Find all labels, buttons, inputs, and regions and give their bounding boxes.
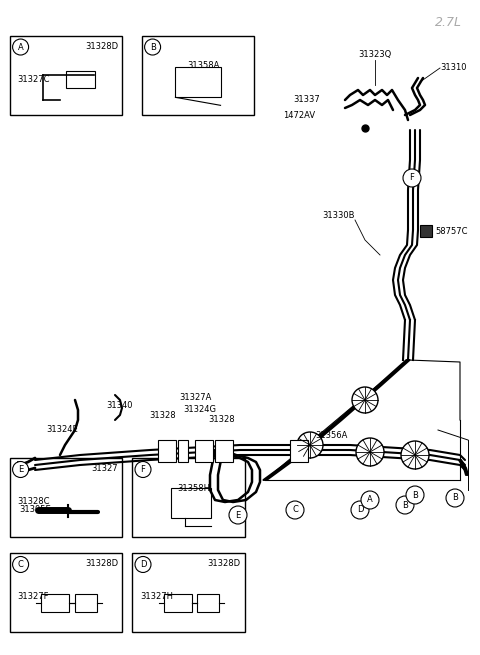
Text: 31310: 31310 <box>440 64 467 73</box>
Text: A: A <box>18 43 24 52</box>
Text: 31305E: 31305E <box>19 506 51 514</box>
Circle shape <box>144 39 161 55</box>
Text: B: B <box>402 500 408 510</box>
Bar <box>290 440 308 462</box>
Circle shape <box>401 441 429 469</box>
Circle shape <box>229 506 247 524</box>
Text: B: B <box>452 493 458 502</box>
Circle shape <box>12 462 29 477</box>
Bar <box>195 440 213 462</box>
Text: 31328: 31328 <box>209 415 235 424</box>
Text: 31330B: 31330B <box>323 210 355 219</box>
Bar <box>197 594 219 612</box>
Circle shape <box>361 491 379 509</box>
Text: 31324E: 31324E <box>46 426 78 434</box>
Bar <box>164 594 192 612</box>
Text: 31324G: 31324G <box>183 405 216 415</box>
Text: 58757C: 58757C <box>435 227 468 236</box>
Circle shape <box>351 501 369 519</box>
Bar <box>420 225 432 237</box>
Text: 31323Q: 31323Q <box>359 50 392 60</box>
Bar <box>132 458 245 537</box>
Text: 31327H: 31327H <box>140 592 173 601</box>
Text: 31327F: 31327F <box>18 592 49 601</box>
Text: B: B <box>150 43 156 52</box>
Bar <box>171 489 211 518</box>
Circle shape <box>286 501 304 519</box>
Circle shape <box>356 438 384 466</box>
Text: E: E <box>18 465 23 474</box>
Text: 31327A: 31327A <box>179 394 211 403</box>
Circle shape <box>135 462 151 477</box>
Text: 1472AV: 1472AV <box>283 111 315 119</box>
Text: D: D <box>140 560 146 569</box>
Text: C: C <box>18 560 24 569</box>
Circle shape <box>12 39 29 55</box>
Text: 31358A: 31358A <box>188 62 220 70</box>
Text: 31328D: 31328D <box>208 559 241 568</box>
Text: F: F <box>141 465 145 474</box>
Bar <box>176 67 221 98</box>
Text: 31327C: 31327C <box>18 75 50 84</box>
Text: 31328D: 31328D <box>85 41 119 50</box>
Bar <box>75 594 97 612</box>
Text: 2.7L: 2.7L <box>435 16 462 29</box>
Text: 31337: 31337 <box>293 96 320 105</box>
Circle shape <box>297 432 323 458</box>
Circle shape <box>12 557 29 572</box>
Circle shape <box>396 496 414 514</box>
Text: 31356A: 31356A <box>315 430 348 440</box>
Bar <box>132 553 245 632</box>
Text: A: A <box>367 495 373 504</box>
Text: 31327: 31327 <box>92 464 119 473</box>
Circle shape <box>352 387 378 413</box>
Text: 31328D: 31328D <box>85 559 119 568</box>
Circle shape <box>135 557 151 572</box>
Bar <box>142 36 254 115</box>
Bar <box>41 594 69 612</box>
Bar <box>178 440 188 462</box>
Text: 31328C: 31328C <box>18 497 50 506</box>
Bar <box>215 440 233 462</box>
Text: 31340: 31340 <box>107 400 133 409</box>
Text: E: E <box>235 510 240 519</box>
Text: F: F <box>409 174 414 183</box>
Bar <box>10 36 122 115</box>
Circle shape <box>406 486 424 504</box>
Text: 31328: 31328 <box>150 411 176 419</box>
Text: 31358H: 31358H <box>178 484 211 493</box>
Bar <box>158 440 176 462</box>
Text: C: C <box>292 506 298 514</box>
Text: B: B <box>412 491 418 500</box>
Text: D: D <box>357 506 363 514</box>
Circle shape <box>403 169 421 187</box>
Bar <box>66 71 96 88</box>
Bar <box>10 553 122 632</box>
Bar <box>10 458 122 537</box>
Circle shape <box>446 489 464 507</box>
